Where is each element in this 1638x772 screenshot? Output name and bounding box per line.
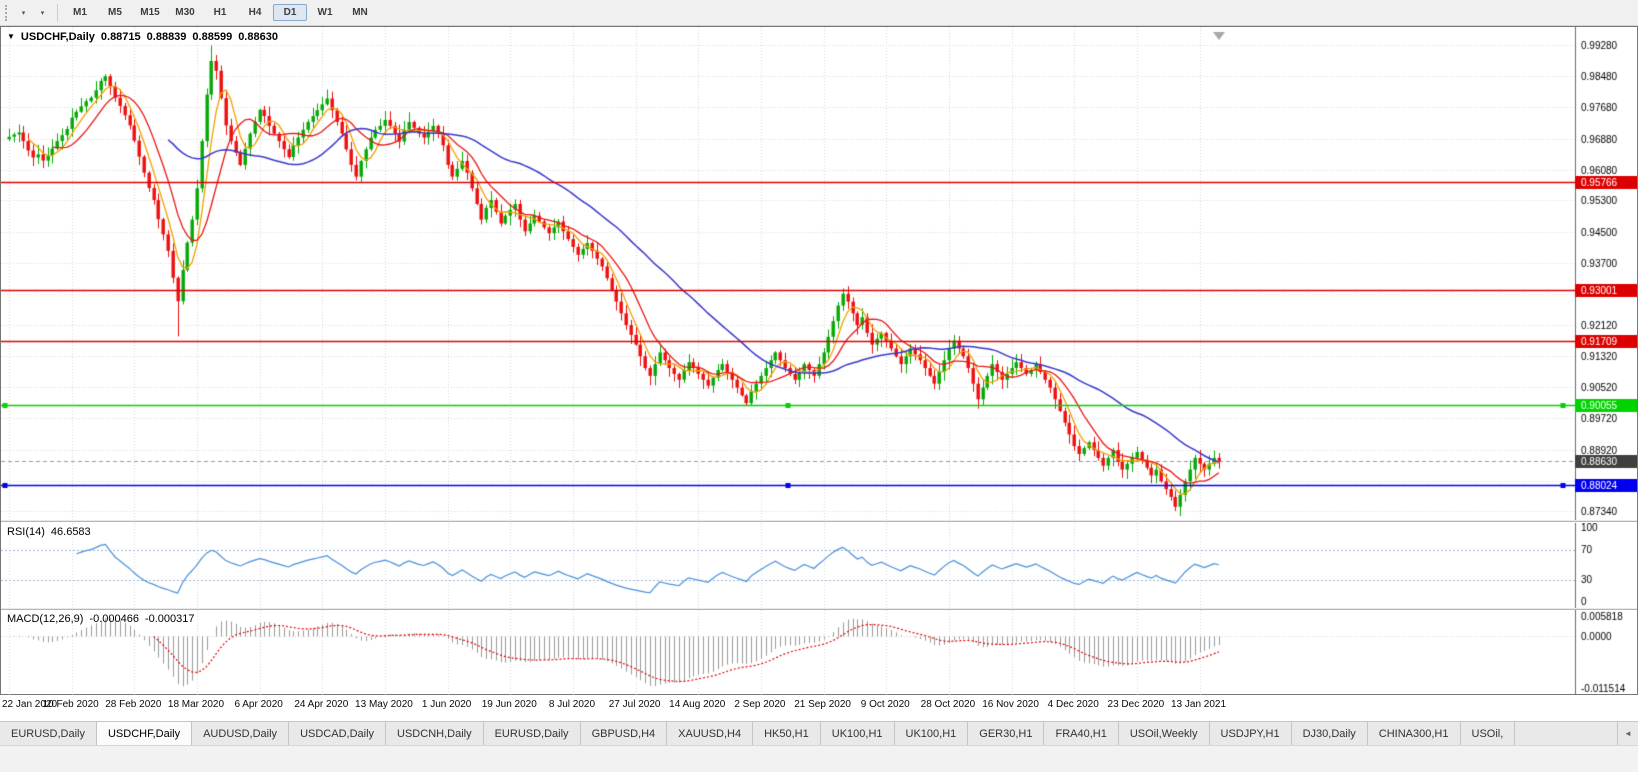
- time-axis-label: 10 Feb 2020: [42, 699, 99, 710]
- chart-tab-usoil-weekly[interactable]: USOil,Weekly: [1118, 722, 1210, 745]
- timeframe-button-m30[interactable]: M30: [175, 7, 195, 18]
- price-chart-canvas[interactable]: [1, 27, 1637, 520]
- time-axis-label: 4 Dec 2020: [1047, 699, 1099, 710]
- tabs-scroll-left-icon[interactable]: ◄: [1617, 722, 1638, 745]
- chart-tab-audusd-daily[interactable]: AUDUSD,Daily: [192, 722, 290, 745]
- chart-tab-ger30-h1[interactable]: GER30,H1: [968, 722, 1045, 745]
- time-axis-label: 24 Apr 2020: [294, 699, 349, 710]
- timeframe-button-w1[interactable]: W1: [317, 7, 333, 18]
- time-axis-label: 21 Sep 2020: [794, 699, 851, 710]
- chart-tab-gbpusd-h4[interactable]: GBPUSD,H4: [580, 722, 668, 745]
- timeframe-button-h1[interactable]: H1: [213, 7, 227, 18]
- time-axis-label: 9 Oct 2020: [860, 699, 910, 710]
- time-axis-label: 27 Jul 2020: [608, 699, 661, 710]
- timeframe-button-m15[interactable]: M15: [140, 7, 160, 18]
- time-axis-label: 13 May 2020: [355, 699, 413, 710]
- chart-tab-uk100-h1[interactable]: UK100,H1: [894, 722, 969, 745]
- chart-tab-dj30-daily[interactable]: DJ30,Daily: [1291, 722, 1368, 745]
- time-axis[interactable]: 22 Jan 2020 10 Feb 2020 28 Feb 2020 18 Mar …: [0, 695, 1638, 721]
- chart-tab-china300-h1[interactable]: CHINA300,H1: [1367, 722, 1461, 745]
- chart-tab-hk50-h1[interactable]: HK50,H1: [753, 722, 821, 745]
- timeframe-button-m5[interactable]: M5: [108, 7, 122, 18]
- panel-divider[interactable]: [1, 608, 1637, 610]
- time-axis-label: 14 Aug 2020: [669, 699, 726, 710]
- timeframes-toolbar: ▾ ▾ M1 M5 M15 M30 H1 H4 D1 W1 MN: [0, 0, 1638, 26]
- time-axis-label: 22 Jan 2020: [2, 699, 58, 710]
- macd-panel-canvas[interactable]: [1, 610, 1637, 695]
- timeframe-buttons-group: M1 M5 M15 M30 H1 H4 D1 W1 MN: [63, 4, 377, 21]
- status-strip: [0, 745, 1638, 772]
- panel-divider[interactable]: [1, 520, 1637, 522]
- timeframe-button-h4[interactable]: H4: [248, 7, 262, 18]
- timeframe-button-m1[interactable]: M1: [73, 7, 87, 18]
- time-axis-label: 23 Dec 2020: [1107, 699, 1165, 710]
- chart-tab-usdcad-daily[interactable]: USDCAD,Daily: [289, 722, 387, 745]
- chart-tab-uk100-h1[interactable]: UK100,H1: [820, 722, 895, 745]
- chart-area: ▼ USDCHF,Daily 0.88715 0.88839 0.88599 0…: [0, 26, 1638, 695]
- time-axis-label: 28 Feb 2020: [105, 699, 162, 710]
- chart-tab-fra40-h1[interactable]: FRA40,H1: [1044, 722, 1119, 745]
- chart-tab-usdchf-daily[interactable]: USDCHF,Daily: [96, 722, 193, 745]
- chart-tab-usoil[interactable]: USOil,: [1460, 722, 1516, 745]
- chart-tab-usdjpy-h1[interactable]: USDJPY,H1: [1209, 722, 1292, 745]
- chart-tab-eurusd-daily[interactable]: EURUSD,Daily: [0, 722, 97, 745]
- charts-list-dropdown-icon[interactable]: ▾: [21, 9, 26, 17]
- timeframe-button-mn[interactable]: MN: [352, 7, 368, 18]
- time-axis-label: 28 Oct 2020: [920, 699, 976, 710]
- timeframe-button-d1[interactable]: D1: [273, 4, 307, 21]
- time-axis-label: 6 Apr 2020: [234, 699, 283, 710]
- rsi-panel-canvas[interactable]: [1, 523, 1637, 608]
- time-axis-label: 2 Sep 2020: [734, 699, 786, 710]
- time-axis-label: 18 Mar 2020: [167, 699, 225, 710]
- toolbar-overflow-icon[interactable]: ▾: [40, 9, 45, 17]
- chart-tab-xauusd-h4[interactable]: XAUUSD,H4: [667, 722, 754, 745]
- chart-tab-usdcnh-daily[interactable]: USDCNH,Daily: [386, 722, 484, 745]
- time-axis-label: 13 Jan 2021: [1171, 699, 1227, 710]
- time-axis-label: 1 Jun 2020: [421, 699, 472, 710]
- chart-tab-eurusd-daily[interactable]: EURUSD,Daily: [483, 722, 581, 745]
- time-axis-label: 16 Nov 2020: [982, 699, 1039, 710]
- time-axis-label: 8 Jul 2020: [548, 699, 596, 710]
- toolbar-grip[interactable]: [5, 4, 10, 21]
- time-axis-label: 19 Jun 2020: [481, 699, 537, 710]
- chart-tabs-bar: EURUSD,Daily USDCHF,Daily AUDUSD,Daily USDC…: [0, 721, 1638, 745]
- toolbar-separator: [57, 3, 58, 22]
- symbol-dropdown-icon[interactable]: ▼: [7, 32, 15, 41]
